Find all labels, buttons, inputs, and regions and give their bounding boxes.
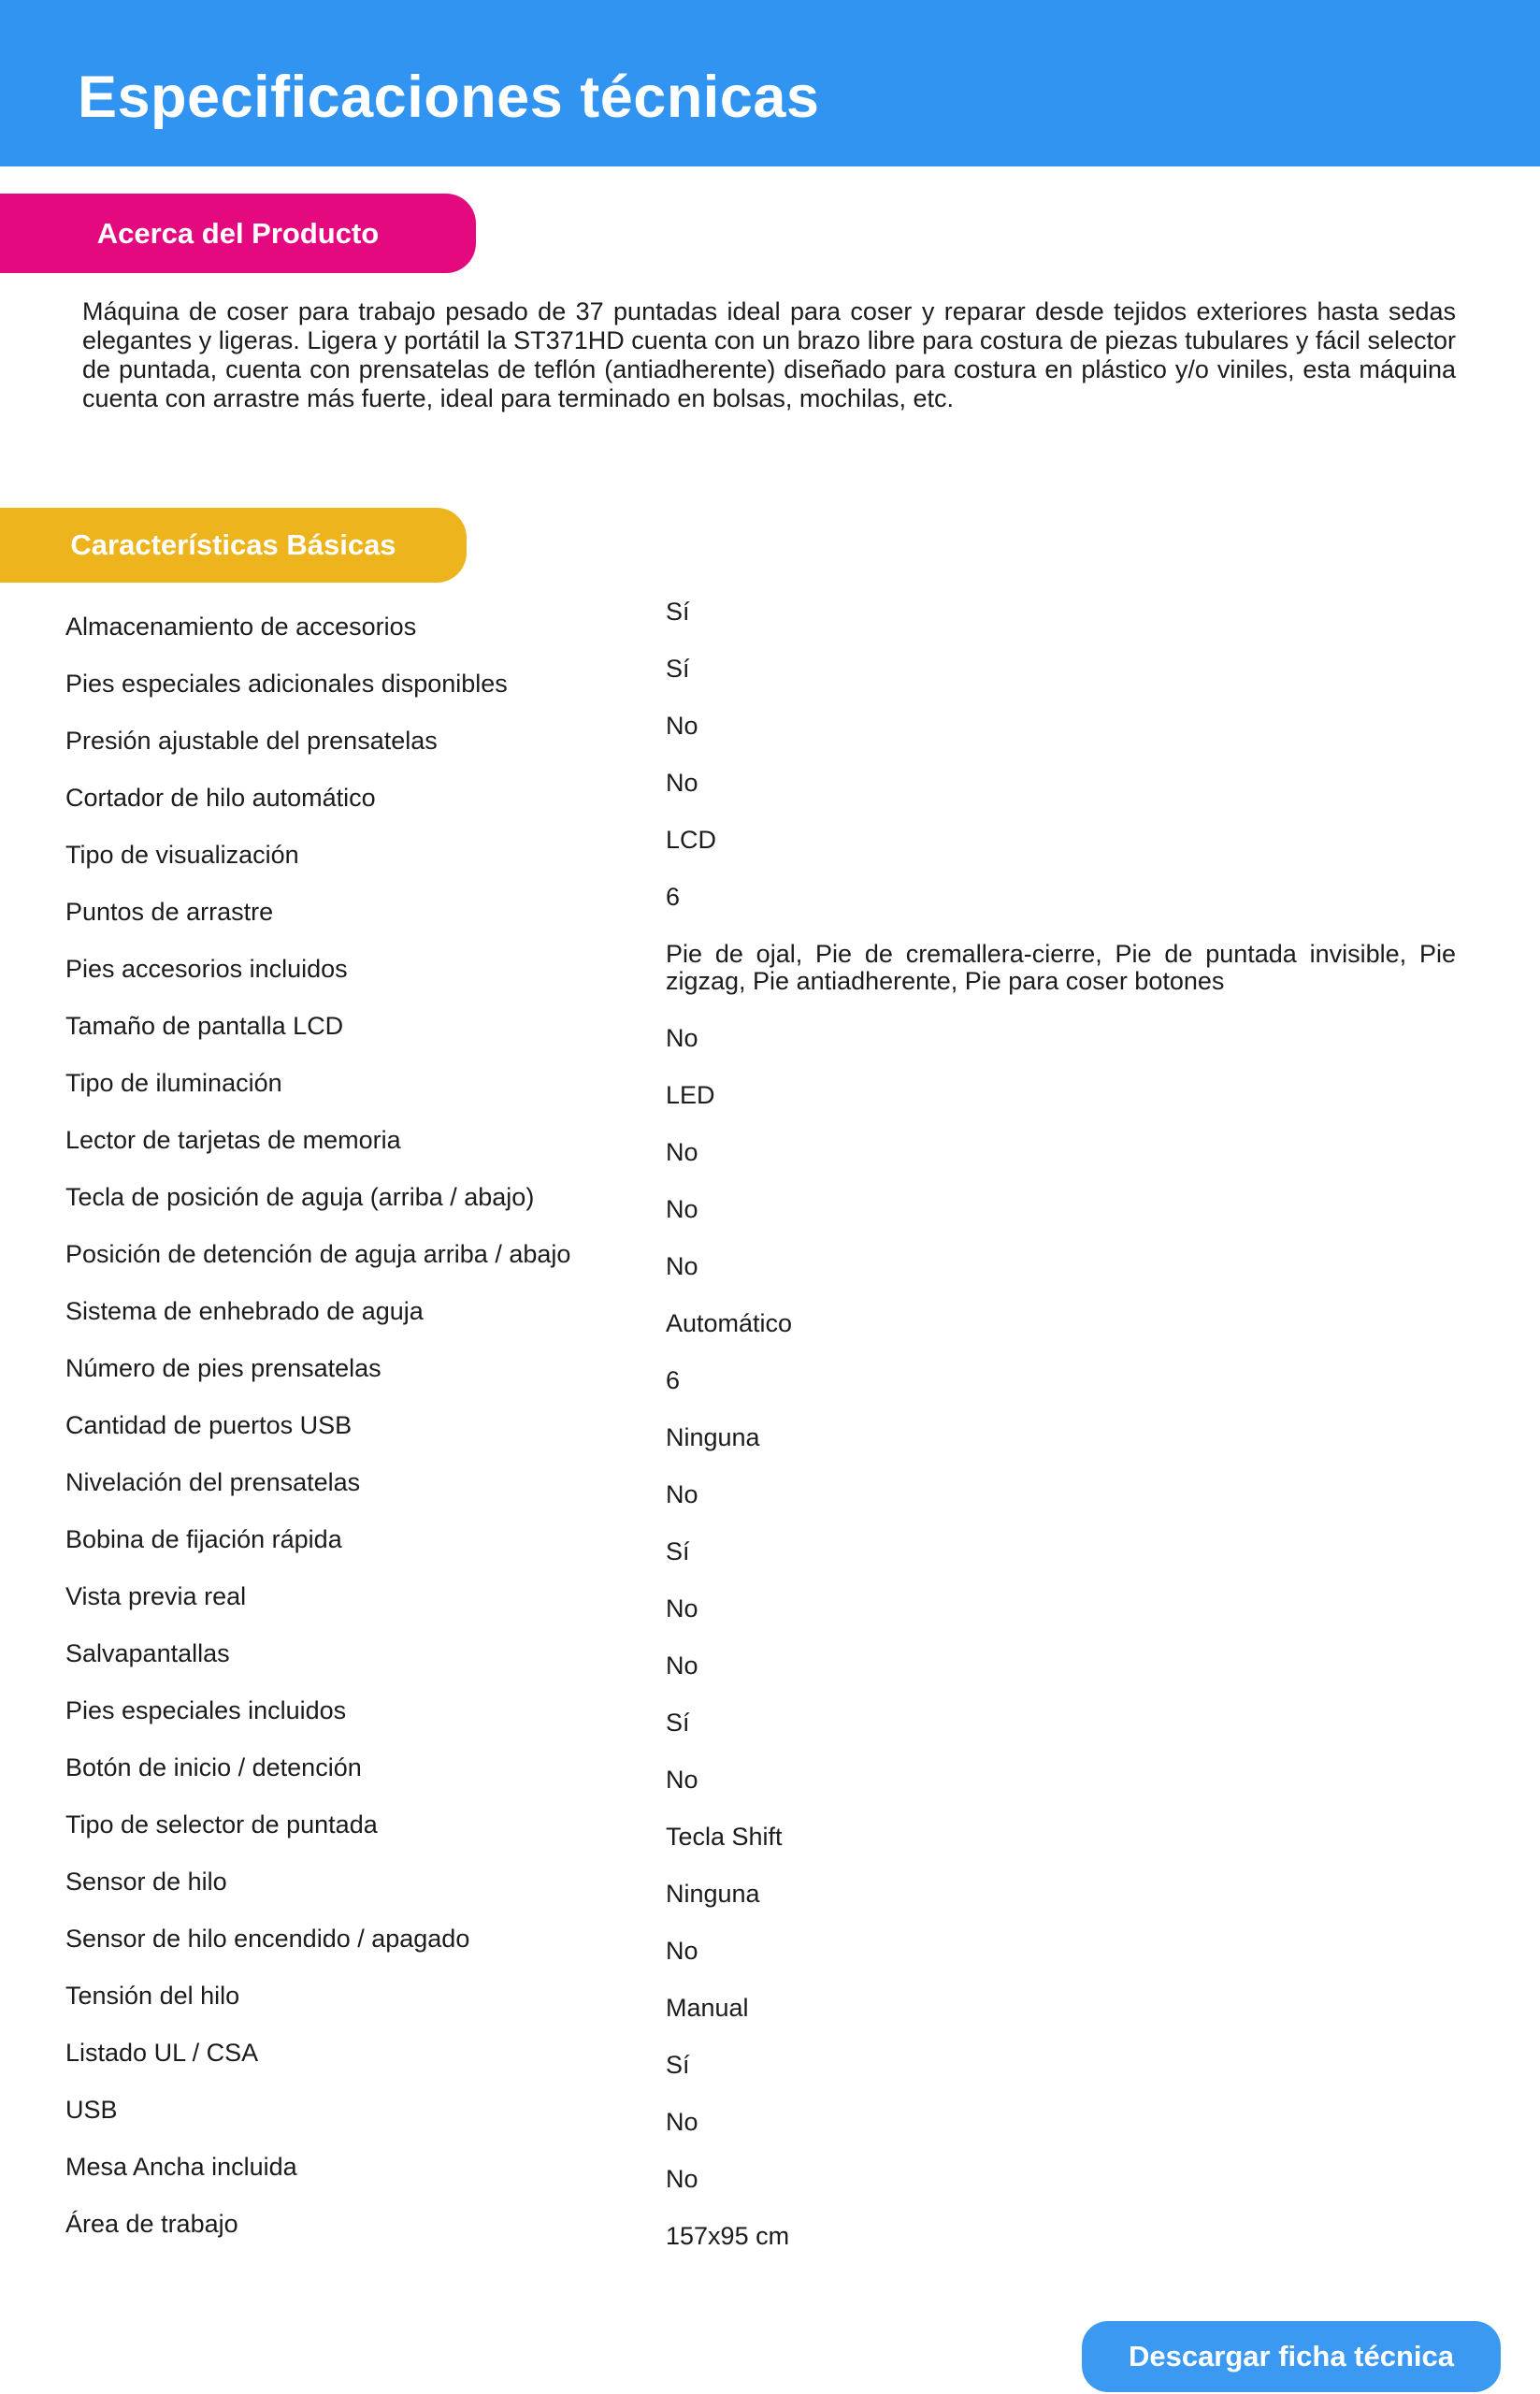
spec-label: Sensor de hilo encendido / apagado [65, 1925, 470, 1953]
spec-value: Manual [666, 1994, 749, 2022]
spec-value: No [666, 1594, 698, 1622]
spec-value: Sí [666, 1709, 690, 1737]
spec-value: 157x95 cm [666, 2222, 790, 2250]
spec-label: USB [65, 2096, 118, 2124]
spec-value-column: Sí Sí No No LCD 6 Pie de ojal, Pie de cremalle… [666, 598, 1456, 2280]
spec-label: Nivelación del prensatelas [65, 1468, 361, 1496]
spec-value: No [666, 1024, 698, 1052]
spec-label: Pies especiales adicionales disponibles [65, 670, 508, 698]
page-title: Especificaciones técnicas [78, 65, 820, 130]
spec-label: Tensión del hilo [65, 1982, 240, 2010]
spec-value: Tecla Shift [666, 1823, 783, 1851]
spec-table: Almacenamiento de accesorios Pies especia… [65, 598, 1456, 2280]
basic-features-badge: Características Básicas [0, 508, 467, 583]
download-datasheet-button[interactable]: Descargar ficha técnica [1082, 2321, 1501, 2392]
spec-label: Vista previa real [65, 1582, 247, 1610]
spec-label: Sistema de enhebrado de aguja [65, 1297, 424, 1325]
spec-label: Mesa Ancha incluida [65, 2153, 297, 2181]
spec-value: Sí [666, 1537, 690, 1565]
spec-value: No [666, 1766, 698, 1794]
spec-label: Número de pies prensatelas [65, 1354, 381, 1382]
spec-label: Almacenamiento de accesorios [65, 613, 417, 641]
spec-label: Tipo de selector de puntada [65, 1810, 378, 1839]
spec-value: Sí [666, 655, 690, 683]
spec-label: Tipo de iluminación [65, 1069, 282, 1097]
spec-label: Cortador de hilo automático [65, 784, 376, 812]
spec-value: No [666, 1195, 698, 1223]
spec-label: Cantidad de puertos USB [65, 1411, 353, 1439]
spec-value: 6 [666, 1366, 681, 1394]
spec-label: Listado UL / CSA [65, 2039, 259, 2067]
spec-label: Posición de detención de aguja arriba / … [65, 1240, 571, 1268]
spec-label: Presión ajustable del prensatelas [65, 727, 438, 755]
spec-value: Pie de ojal, Pie de cremallera-cierre, P… [666, 940, 1456, 995]
spec-label: Pies accesorios incluidos [65, 955, 348, 983]
page-header: Especificaciones técnicas [0, 0, 1540, 166]
basic-features-badge-label: Características Básicas [70, 528, 396, 561]
about-badge-label: Acerca del Producto [96, 216, 380, 250]
spec-label: Bobina de fijación rápida [65, 1525, 342, 1553]
spec-value: No [666, 712, 698, 740]
spec-label: Pies especiales incluidos [65, 1696, 347, 1724]
spec-value: No [666, 1480, 698, 1508]
spec-value: Sí [666, 598, 690, 626]
spec-value: LCD [666, 826, 717, 854]
spec-value: No [666, 2108, 698, 2136]
about-section-badge: Acerca del Producto [0, 194, 476, 273]
spec-label: Sensor de hilo [65, 1868, 227, 1896]
spec-label: Lector de tarjetas de memoria [65, 1126, 401, 1154]
spec-value: No [666, 1937, 698, 1965]
spec-value: Sí [666, 2051, 690, 2079]
spec-label-column: Almacenamiento de accesorios Pies especia… [65, 598, 666, 2280]
spec-label: Tecla de posición de aguja (arriba / aba… [65, 1183, 535, 1211]
spec-value: Ninguna [666, 1423, 760, 1451]
spec-value: LED [666, 1081, 715, 1109]
spec-label: Puntos de arrastre [65, 898, 274, 926]
spec-label: Tipo de visualización [65, 841, 299, 869]
product-description: Máquina de coser para trabajo pesado de … [82, 297, 1456, 412]
spec-value: No [666, 769, 698, 797]
spec-label: Área de trabajo [65, 2210, 238, 2238]
spec-value: No [666, 2165, 698, 2193]
spec-value: No [666, 1138, 698, 1166]
spec-label: Salvapantallas [65, 1639, 230, 1667]
spec-value: 6 [666, 883, 681, 911]
spec-label: Tamaño de pantalla LCD [65, 1012, 344, 1040]
spec-value: No [666, 1651, 698, 1680]
spec-label: Botón de inicio / detención [65, 1753, 362, 1781]
spec-value: Automático [666, 1309, 793, 1337]
spec-value: No [666, 1252, 698, 1280]
spec-value: Ninguna [666, 1880, 760, 1908]
